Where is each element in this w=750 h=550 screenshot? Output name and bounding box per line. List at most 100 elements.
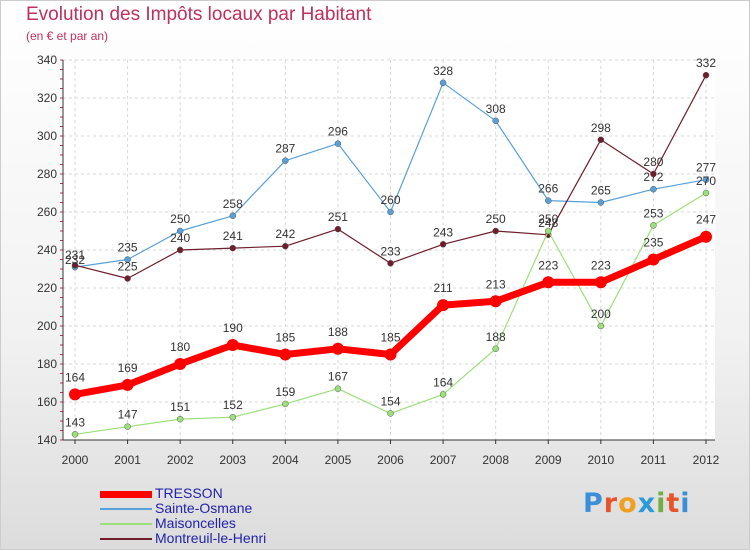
chart-title: Evolution des Impôts locaux par Habitant — [26, 4, 372, 25]
data-point-maisoncelles — [282, 400, 289, 408]
chart-subtitle: (en € et par an) — [26, 29, 109, 43]
x-tick-label: 2011 — [641, 453, 667, 467]
data-point-maisoncelles — [702, 189, 710, 197]
data-label-sainte-osmane: 265 — [591, 184, 611, 198]
data-label-montreuil-le-henri: 250 — [486, 212, 506, 226]
data-label-tresson: 190 — [223, 321, 243, 335]
data-label-tresson: 164 — [65, 370, 85, 384]
data-point-tresson — [121, 378, 134, 391]
x-tick-label: 2008 — [482, 453, 509, 467]
data-point-maisoncelles — [545, 227, 552, 235]
data-label-maisoncelles: 167 — [328, 370, 348, 384]
data-label-maisoncelles: 159 — [275, 385, 295, 399]
x-tick-label: 2009 — [535, 453, 562, 467]
data-point-tresson — [331, 342, 344, 355]
data-label-montreuil-le-henri: 248 — [538, 216, 558, 230]
data-point-sainte-osmane — [282, 157, 289, 164]
y-tick-label: 280 — [37, 167, 57, 181]
logo-letter: r — [603, 488, 619, 519]
y-tick-label: 200 — [37, 319, 57, 333]
data-point-tresson — [437, 299, 450, 312]
data-point-tresson — [384, 348, 397, 361]
data-label-tresson: 223 — [591, 258, 611, 272]
data-point-tresson — [69, 388, 81, 401]
data-point-montreuil-le-henri — [597, 136, 605, 144]
legend-swatch — [100, 508, 152, 510]
data-label-sainte-osmane: 235 — [118, 241, 138, 255]
data-label-montreuil-le-henri: 298 — [591, 121, 611, 135]
data-label-sainte-osmane: 287 — [275, 142, 295, 156]
y-tick-label: 300 — [37, 129, 57, 143]
y-tick-label: 340 — [37, 53, 57, 67]
data-point-maisoncelles — [229, 413, 236, 421]
data-label-montreuil-le-henri: 241 — [223, 229, 243, 243]
data-label-maisoncelles: 250 — [538, 212, 558, 226]
data-point-sainte-osmane — [334, 140, 342, 147]
x-tick-label: 2012 — [693, 453, 720, 467]
data-label-sainte-osmane: 231 — [65, 248, 85, 262]
data-label-montreuil-le-henri: 251 — [328, 210, 348, 224]
data-label-montreuil-le-henri: 225 — [118, 260, 138, 274]
data-label-sainte-osmane: 277 — [696, 161, 716, 175]
legend-label: Maisoncelles — [155, 515, 236, 531]
x-tick-label: 2007 — [430, 453, 457, 467]
data-point-sainte-osmane — [650, 185, 657, 193]
data-point-sainte-osmane — [124, 256, 131, 263]
data-point-montreuil-le-henri — [334, 225, 342, 233]
data-label-maisoncelles: 152 — [223, 398, 243, 412]
data-label-maisoncelles: 147 — [118, 408, 138, 422]
logo-letter: x — [637, 488, 657, 519]
y-tick-label: 260 — [37, 205, 57, 219]
data-point-montreuil-le-henri — [702, 71, 710, 79]
data-point-montreuil-le-henri — [282, 242, 289, 250]
legend-label: TRESSON — [155, 485, 223, 501]
data-label-montreuil-le-henri: 240 — [170, 231, 190, 245]
data-point-sainte-osmane — [545, 197, 552, 204]
data-point-tresson — [542, 276, 555, 289]
data-label-maisoncelles: 151 — [170, 400, 190, 414]
data-point-montreuil-le-henri — [71, 261, 79, 269]
data-point-tresson — [700, 230, 712, 243]
data-point-tresson — [226, 339, 239, 351]
data-point-sainte-osmane — [597, 199, 605, 206]
data-point-maisoncelles — [334, 385, 342, 392]
legend-label: Sainte-Osmane — [155, 500, 253, 516]
data-point-maisoncelles — [71, 431, 79, 438]
y-tick-label: 220 — [37, 281, 57, 295]
data-point-montreuil-le-henri — [124, 275, 131, 282]
data-point-montreuil-le-henri — [176, 246, 184, 254]
data-label-sainte-osmane: 258 — [223, 197, 243, 211]
x-tick-label: 2005 — [325, 453, 352, 467]
x-tick-label: 2003 — [219, 453, 246, 467]
data-point-montreuil-le-henri — [492, 227, 499, 235]
data-point-sainte-osmane — [702, 176, 710, 183]
data-label-tresson: 213 — [486, 277, 506, 291]
data-label-tresson: 180 — [170, 340, 190, 354]
logo-letter: i — [680, 488, 691, 519]
data-label-tresson: 185 — [380, 331, 400, 345]
data-label-maisoncelles: 143 — [65, 415, 85, 429]
data-point-maisoncelles — [597, 322, 605, 330]
x-tick-label: 2010 — [587, 453, 614, 467]
data-label-tresson: 247 — [696, 213, 716, 227]
x-tick-label: 2000 — [62, 453, 89, 467]
data-point-maisoncelles — [176, 415, 184, 423]
data-label-montreuil-le-henri: 242 — [275, 227, 295, 241]
data-label-maisoncelles: 270 — [696, 174, 716, 188]
data-label-sainte-osmane: 250 — [170, 212, 190, 226]
y-tick-label: 160 — [37, 395, 57, 409]
y-tick-label: 320 — [37, 91, 57, 105]
data-point-maisoncelles — [492, 345, 499, 353]
data-label-tresson: 223 — [538, 258, 558, 272]
logo-letter: i — [656, 488, 667, 519]
data-label-sainte-osmane: 266 — [538, 182, 558, 196]
x-tick-label: 2002 — [167, 453, 194, 467]
proxiti-logo: Proxiti — [583, 488, 691, 519]
data-label-tresson: 169 — [118, 361, 138, 375]
data-point-sainte-osmane — [439, 79, 447, 87]
data-point-montreuil-le-henri — [650, 170, 657, 178]
legend-swatch — [100, 490, 152, 498]
data-label-sainte-osmane: 308 — [486, 102, 506, 116]
data-point-sainte-osmane — [492, 117, 499, 125]
